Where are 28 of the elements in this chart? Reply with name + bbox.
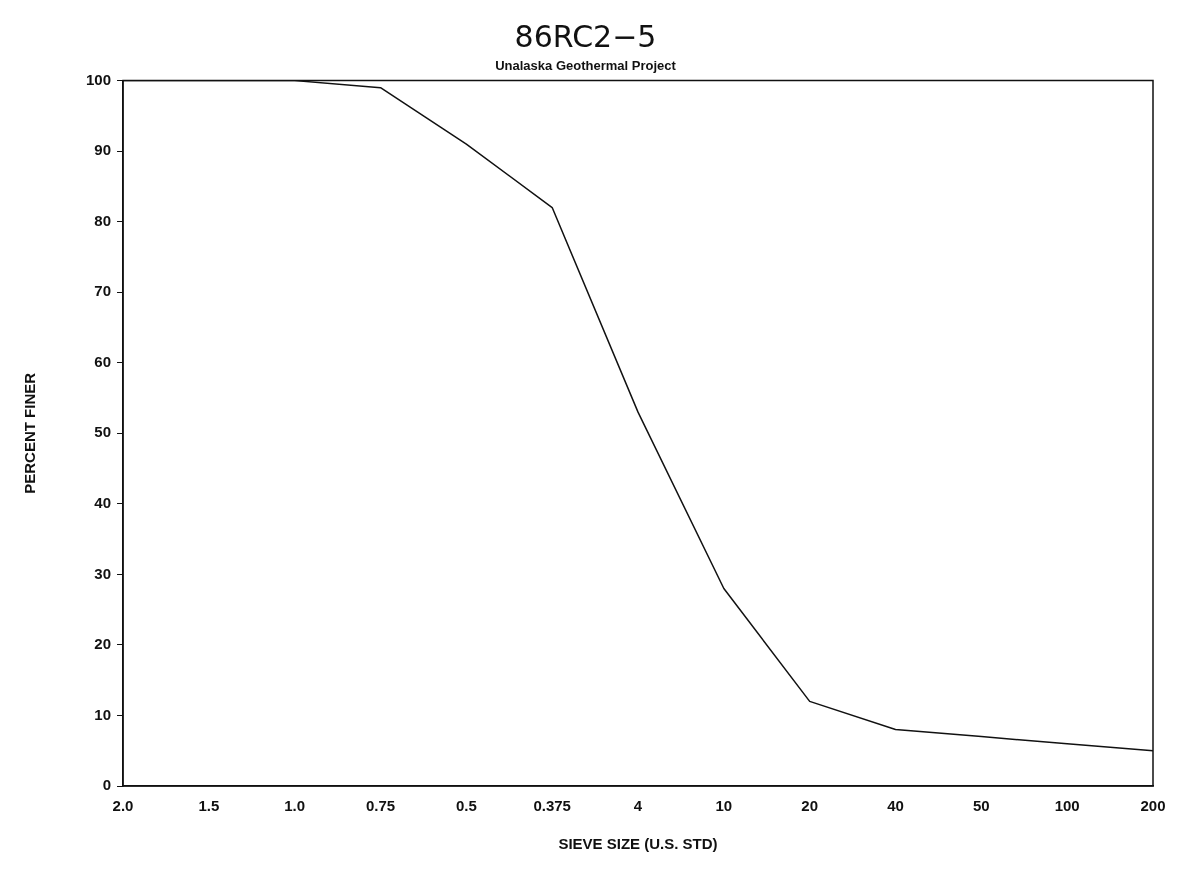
x-tick-label: 2.0: [112, 797, 134, 815]
y-tick-label: 50: [94, 423, 112, 441]
x-tick-label: 0.375: [533, 797, 571, 815]
y-tick-label: 20: [94, 635, 112, 653]
x-tick-label: 200: [1140, 797, 1166, 815]
y-axis-title: PERCENT FINER: [21, 372, 39, 494]
y-tick-label: 90: [94, 141, 112, 159]
x-tick-label: 10: [715, 797, 733, 815]
x-tick-label: 100: [1054, 797, 1080, 815]
x-tick-label: 20: [801, 797, 819, 815]
y-tick-label: 30: [94, 564, 112, 582]
x-tick-label: 50: [972, 797, 990, 815]
x-axis-title: SIEVE SIZE (U.S. STD): [558, 835, 718, 853]
y-tick-label: 80: [94, 211, 112, 229]
y-tick-label: 60: [94, 352, 112, 370]
chart-title: 86RC2−5: [514, 18, 657, 54]
y-tick-label: 70: [94, 282, 112, 300]
x-tick-label: 4: [633, 797, 643, 815]
x-tick-label: 0.5: [455, 797, 477, 815]
y-tick-label: 100: [86, 70, 112, 88]
y-tick-label: 0: [102, 776, 112, 794]
x-tick-label: 1.5: [198, 797, 220, 815]
x-tick-label: 0.75: [365, 797, 396, 815]
chart-subtitle: Unalaska Geothermal Project: [495, 58, 677, 74]
y-tick-label: 10: [94, 705, 112, 723]
x-tick-label: 40: [887, 797, 904, 815]
x-tick-label: 1.0: [284, 797, 306, 815]
y-tick-label: 40: [94, 493, 112, 511]
